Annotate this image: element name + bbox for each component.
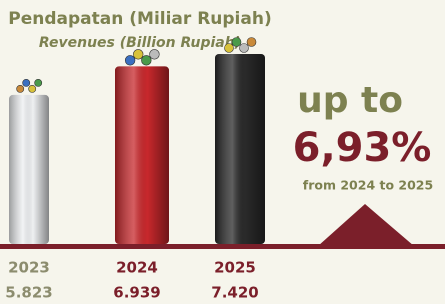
value-label: 5.823 xyxy=(5,284,52,302)
bar-shade xyxy=(215,54,265,244)
callout-note: from 2024 to 2025 xyxy=(303,178,433,193)
cable-core xyxy=(29,85,36,92)
callout-prefix: up to xyxy=(297,80,403,121)
cable-core xyxy=(35,79,42,86)
cable-core xyxy=(232,38,241,47)
chart-title: Pendapatan (Miliar Rupiah) xyxy=(8,9,271,29)
bar-shade xyxy=(115,66,169,244)
x-tick-label: 2025 xyxy=(214,259,256,277)
callout-arrow xyxy=(318,204,414,246)
cable-core xyxy=(240,44,249,53)
cable-core xyxy=(23,79,30,86)
cable-core xyxy=(141,55,151,65)
cable-core xyxy=(133,49,143,59)
value-label: 7.420 xyxy=(211,284,258,302)
chart: Pendapatan (Miliar Rupiah) Revenues (Bil… xyxy=(0,0,445,304)
bars xyxy=(9,38,265,245)
cable-core xyxy=(225,44,234,53)
x-tick-label: 2023 xyxy=(8,259,50,277)
baseline xyxy=(0,244,445,249)
bar-shade xyxy=(9,95,49,244)
chart-subtitle: Revenues (Billion Rupiah) xyxy=(39,35,241,51)
cable-core xyxy=(247,38,256,47)
callout-value: 6,93% xyxy=(293,125,432,171)
x-tick-label: 2024 xyxy=(116,259,158,277)
value-label: 6.939 xyxy=(113,284,160,302)
cable-core xyxy=(150,49,160,59)
cable-core xyxy=(17,85,24,92)
cable-core xyxy=(125,55,135,65)
